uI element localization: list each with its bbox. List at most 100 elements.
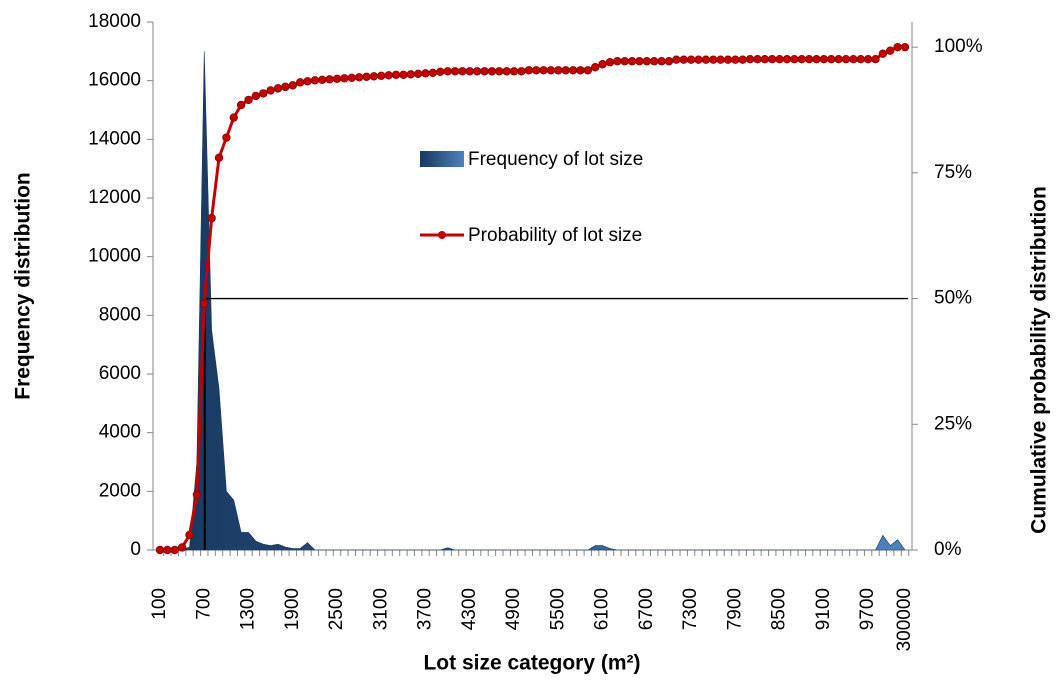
probability-point bbox=[222, 133, 231, 142]
probability-point bbox=[362, 72, 371, 82]
y2-tick-label: 100% bbox=[934, 36, 983, 57]
probability-point bbox=[834, 55, 843, 64]
probability-point bbox=[177, 543, 187, 552]
probability-point bbox=[450, 67, 460, 76]
probability-point bbox=[723, 55, 733, 64]
x-tick-label: 100 bbox=[149, 588, 170, 620]
probability-point bbox=[768, 55, 777, 64]
x-tick-label: 8500 bbox=[769, 588, 790, 630]
probability-point bbox=[200, 299, 209, 308]
legend-label: Frequency of lot size bbox=[468, 149, 643, 170]
y2-tick-label: 75% bbox=[934, 162, 972, 183]
probability-point bbox=[244, 95, 253, 105]
x-tick-label: 4900 bbox=[503, 588, 524, 630]
probability-point bbox=[384, 71, 393, 80]
x-tick-label: 6100 bbox=[592, 588, 613, 630]
probability-point bbox=[613, 57, 622, 66]
y-tick-label: 10000 bbox=[88, 246, 141, 267]
probability-point bbox=[266, 86, 275, 95]
x-tick-label: 3700 bbox=[415, 588, 436, 630]
probability-point bbox=[413, 69, 423, 78]
probability-point bbox=[709, 55, 718, 64]
probability-point bbox=[804, 55, 814, 64]
x-tick-label: 4300 bbox=[459, 588, 480, 630]
y-tick-label: 0 bbox=[130, 539, 141, 560]
probability-point bbox=[900, 42, 910, 52]
y-tick-label: 8000 bbox=[99, 304, 141, 325]
probability-point bbox=[480, 67, 489, 76]
x-tick-label: 700 bbox=[193, 588, 214, 620]
probability-point bbox=[620, 57, 629, 66]
x-tick-label: 1900 bbox=[282, 588, 303, 630]
probability-point bbox=[251, 91, 261, 101]
x-tick-label: 5500 bbox=[547, 588, 568, 630]
probability-point bbox=[664, 57, 674, 66]
probability-point bbox=[701, 55, 711, 64]
probability-point bbox=[797, 55, 806, 64]
probability-point bbox=[753, 55, 762, 64]
probability-point bbox=[229, 113, 238, 122]
probability-point bbox=[531, 66, 541, 75]
probability-point bbox=[318, 75, 327, 85]
probability-point bbox=[841, 55, 851, 64]
probability-point bbox=[790, 55, 799, 64]
probability-point bbox=[472, 67, 482, 76]
x-tick-label: 6700 bbox=[636, 588, 657, 630]
probability-point bbox=[627, 57, 637, 66]
probability-point bbox=[856, 55, 865, 64]
probability-point bbox=[288, 81, 297, 90]
probability-point bbox=[340, 74, 349, 83]
probability-point bbox=[192, 490, 202, 499]
x-tick-label: 9700 bbox=[857, 588, 878, 630]
y-tick-label: 2000 bbox=[99, 480, 141, 501]
probability-point bbox=[406, 70, 415, 79]
probability-point bbox=[391, 70, 401, 79]
x-tick-label: 300000 bbox=[894, 588, 915, 651]
probability-point bbox=[155, 545, 165, 555]
probability-point bbox=[428, 68, 438, 77]
probability-point bbox=[347, 73, 356, 83]
probability-point bbox=[760, 55, 770, 64]
probability-point bbox=[354, 73, 364, 82]
y-tick-label: 16000 bbox=[88, 70, 141, 91]
legend-label: Probability of lot size bbox=[468, 225, 642, 246]
y-tick-label: 18000 bbox=[88, 11, 141, 32]
probability-point bbox=[849, 55, 858, 64]
probability-point bbox=[657, 57, 666, 66]
probability-point bbox=[694, 55, 703, 64]
probability-point bbox=[214, 153, 224, 162]
probability-point bbox=[310, 76, 320, 85]
probability-point bbox=[863, 55, 873, 64]
probability-point bbox=[583, 66, 593, 75]
probability-point bbox=[539, 66, 548, 75]
probability-point bbox=[524, 66, 534, 75]
x-tick-label: 2500 bbox=[326, 588, 347, 630]
legend-swatch bbox=[420, 151, 464, 167]
y-axis-title: Frequency distribution bbox=[12, 172, 35, 400]
y-tick-label: 14000 bbox=[88, 128, 141, 149]
probability-point bbox=[738, 55, 747, 64]
probability-point bbox=[878, 49, 888, 58]
x-tick-label: 3100 bbox=[370, 588, 391, 630]
probability-point bbox=[443, 67, 452, 76]
probability-point bbox=[672, 55, 681, 64]
probability-point bbox=[185, 530, 194, 540]
probability-point bbox=[812, 55, 821, 64]
probability-point bbox=[495, 67, 504, 76]
probability-point bbox=[635, 57, 644, 66]
y-tick-label: 12000 bbox=[88, 187, 141, 208]
y-tick-label: 6000 bbox=[99, 363, 141, 384]
probability-point bbox=[686, 55, 696, 64]
probability-point bbox=[546, 66, 556, 75]
probability-point bbox=[325, 75, 334, 84]
y2-axis-title: Cumulative probability distribution bbox=[1028, 186, 1051, 534]
probability-point bbox=[502, 67, 511, 76]
probability-point bbox=[421, 69, 430, 78]
probability-point bbox=[458, 67, 467, 76]
y2-tick-label: 25% bbox=[934, 413, 972, 434]
probability-point bbox=[487, 67, 497, 76]
x-tick-label: 9100 bbox=[813, 588, 834, 630]
probability-point bbox=[509, 67, 519, 76]
x-tick-label: 7900 bbox=[724, 588, 745, 630]
